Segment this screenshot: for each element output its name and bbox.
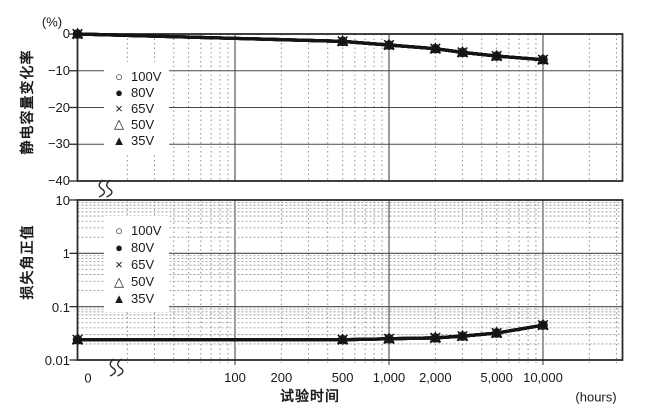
series-line-100V xyxy=(75,323,545,342)
legend-item-label: 50V xyxy=(131,274,155,289)
marker-circle-filled xyxy=(385,335,393,343)
legend-item-65V: × 65V xyxy=(110,100,161,116)
series-line-50V xyxy=(75,32,545,62)
marker-circle-filled xyxy=(539,56,547,64)
x-zero-label: 0 xyxy=(84,370,92,386)
series-line-35V xyxy=(75,323,545,342)
legend-item-35V: ▲ 35V xyxy=(110,290,161,307)
x-tick-label: 200 xyxy=(270,370,293,385)
x-tick-label: 100 xyxy=(224,370,246,385)
x-tick-label: 1,000 xyxy=(372,370,406,385)
marker-circle-filled xyxy=(539,321,547,329)
legend-item-label: 65V xyxy=(131,100,155,116)
series-line-80V xyxy=(75,323,545,342)
y-unit-label-top: (%) xyxy=(41,14,63,30)
filled-circle-icon: ● xyxy=(115,240,123,255)
open-circle-icon: ○ xyxy=(115,223,123,238)
legend-item-100V: ○ 100V xyxy=(110,222,161,239)
x-tick-label: 2,000 xyxy=(419,370,452,385)
series-line-80V xyxy=(75,32,545,62)
y-axis-title-bottom: 损失角正值 xyxy=(19,224,35,300)
y-tick-label: 10 xyxy=(55,193,70,208)
axis-break-icon xyxy=(109,358,117,377)
legend-item-80V: ● 80V xyxy=(110,239,161,256)
x-cross-icon: × xyxy=(115,100,123,116)
legend-item-label: 100V xyxy=(131,68,162,84)
legend-bottom: ○ 100V ● 80V × 65V △ 50V ▲ 35V xyxy=(104,216,170,312)
marker-circle-filled xyxy=(338,336,347,344)
marker-circle-filled xyxy=(458,48,467,57)
legend-item-label: 50V xyxy=(131,116,155,132)
series-line-50V xyxy=(75,323,545,342)
marker-circle-filled xyxy=(492,329,501,337)
legend-item-65V: × 65V xyxy=(110,256,161,273)
legend-item-100V: ○ 100V xyxy=(110,68,161,84)
axis-break-icon xyxy=(98,179,106,198)
legend-item-label: 100V xyxy=(131,223,162,238)
open-triangle-icon: △ xyxy=(114,273,124,289)
x-axis-title: 试验时间 xyxy=(280,388,340,404)
filled-triangle-icon: ▲ xyxy=(112,291,126,306)
marker-circle-filled xyxy=(73,336,82,344)
legend-item-label: 35V xyxy=(131,291,155,306)
marker-circle-filled xyxy=(492,52,501,60)
axis-break-icon xyxy=(117,358,124,377)
filled-triangle-icon: ▲ xyxy=(112,132,126,148)
legend-item-label: 35V xyxy=(131,132,155,148)
y-tick-label: 0.1 xyxy=(51,299,70,315)
axis-break-icon xyxy=(106,179,113,198)
filled-circle-icon: ● xyxy=(115,84,123,100)
y-tick-label: 1 xyxy=(62,246,70,262)
plot-frame xyxy=(76,199,624,361)
legend-item-label: 80V xyxy=(131,84,155,100)
y-tick-label: 0 xyxy=(62,26,70,41)
legend-top: ○ 100V ● 80V × 65V △ 50V ▲ 35V xyxy=(104,62,170,153)
x-tick-label: 5,000 xyxy=(480,370,513,385)
x-axis-unit-label: (hours) xyxy=(575,389,617,405)
series-line-65V xyxy=(75,323,545,342)
open-triangle-icon: △ xyxy=(114,116,124,131)
legend-item-50V: △ 50V xyxy=(110,116,161,132)
open-circle-icon: ○ xyxy=(115,68,123,84)
legend-item-label: 80V xyxy=(131,240,155,255)
x-cross-icon: × xyxy=(115,257,123,272)
marker-circle-filled xyxy=(431,334,440,342)
marker-circle-filled xyxy=(431,45,440,53)
marker-circle-filled xyxy=(338,37,347,46)
legend-item-50V: △ 50V xyxy=(110,273,161,290)
x-tick-label: 500 xyxy=(331,370,354,385)
marker-circle-filled xyxy=(73,30,82,38)
legend-item-80V: ● 80V xyxy=(110,84,161,100)
x-tick-label: 10,000 xyxy=(523,370,563,385)
marker-circle-filled xyxy=(385,41,393,49)
y-tick-label: −30 xyxy=(47,136,70,152)
marker-circle-filled xyxy=(458,332,467,340)
legend-item-35V: ▲ 35V xyxy=(110,132,161,148)
y-tick-label: −10 xyxy=(47,62,70,78)
series-line-65V xyxy=(75,32,545,62)
series-line-35V xyxy=(75,32,545,62)
series-line-100V xyxy=(75,32,545,62)
y-tick-label: −20 xyxy=(47,99,70,115)
y-tick-label: −40 xyxy=(47,173,70,188)
y-tick-label: 0.01 xyxy=(44,353,70,368)
legend-item-label: 65V xyxy=(131,257,155,272)
